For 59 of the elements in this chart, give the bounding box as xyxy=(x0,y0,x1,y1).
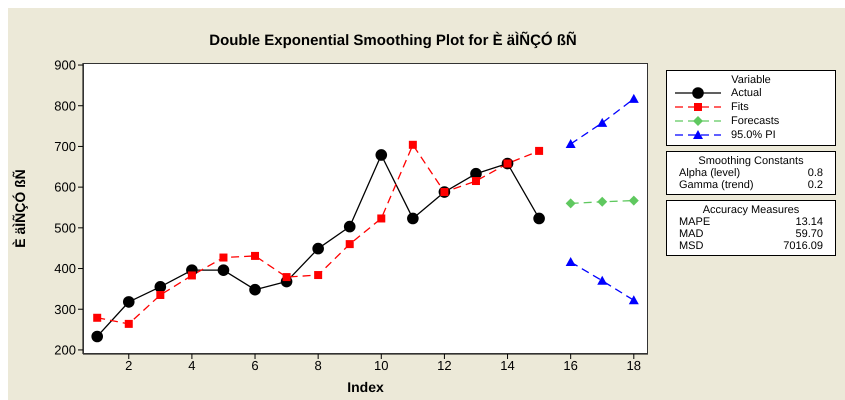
y-tick-label: 200 xyxy=(54,342,76,358)
x-tick-label: 10 xyxy=(374,358,389,374)
x-tick-label: 12 xyxy=(437,358,452,374)
point xyxy=(156,290,164,299)
point xyxy=(124,320,133,328)
x-tick-label: 14 xyxy=(500,358,515,374)
text: Smoothing Constants Alpha (level) 0.8 Gamma (trend) 0.2 xyxy=(679,155,823,191)
y-tick-label: 400 xyxy=(54,261,76,276)
point xyxy=(533,212,545,224)
legend-label: Forecasts xyxy=(731,115,780,127)
point xyxy=(408,140,417,149)
legend-label: Fits xyxy=(731,101,749,113)
point xyxy=(628,94,639,103)
y-tick-label: 700 xyxy=(54,139,76,154)
point xyxy=(628,196,639,206)
point xyxy=(219,254,228,262)
x-tick-label: 6 xyxy=(251,358,259,374)
point xyxy=(154,281,166,293)
y-tick-label: 600 xyxy=(54,180,76,195)
legend-title: Variable xyxy=(730,74,772,86)
point xyxy=(375,149,388,161)
point xyxy=(218,264,230,276)
y-tick-label: 300 xyxy=(54,302,76,317)
point xyxy=(566,138,576,148)
point xyxy=(566,257,576,266)
x-tick-label: 16 xyxy=(563,358,578,374)
point xyxy=(628,295,639,304)
x-axis-title: Index xyxy=(347,379,384,395)
legend-label: Actual xyxy=(731,87,762,99)
point xyxy=(377,214,386,222)
point xyxy=(535,146,544,155)
point xyxy=(597,276,608,285)
point xyxy=(472,177,480,186)
point xyxy=(407,212,419,224)
point xyxy=(93,314,102,322)
point xyxy=(91,330,104,342)
y-axis-title: È äÌÑÇÓ ßÑ xyxy=(12,169,28,248)
x-tick-label: 4 xyxy=(188,358,196,374)
point xyxy=(122,296,135,308)
x-tick-label: 18 xyxy=(626,358,642,374)
legend-label: 95.0% PI xyxy=(731,129,776,141)
y-tick-label: 500 xyxy=(54,220,76,236)
x-tick-label: 8 xyxy=(314,358,322,374)
chart-title: Double Exponential Smoothing Plot for È äÌÑÇÓ ßÑ xyxy=(208,30,578,49)
point xyxy=(251,252,260,260)
point xyxy=(566,198,576,208)
point xyxy=(346,240,354,248)
x-tick-label: 2 xyxy=(125,358,132,374)
y-tick-label: 800 xyxy=(54,98,76,114)
point xyxy=(597,118,608,127)
point xyxy=(597,196,608,207)
point xyxy=(188,271,196,280)
y-tick-label: 900 xyxy=(54,58,76,73)
point xyxy=(282,273,291,282)
point xyxy=(314,271,322,280)
point xyxy=(312,242,324,254)
point xyxy=(344,220,356,232)
point xyxy=(249,284,261,296)
text: Accuracy Measures MAPE 13.14 MAD 59.70 MSD 7016.09 xyxy=(679,204,823,252)
